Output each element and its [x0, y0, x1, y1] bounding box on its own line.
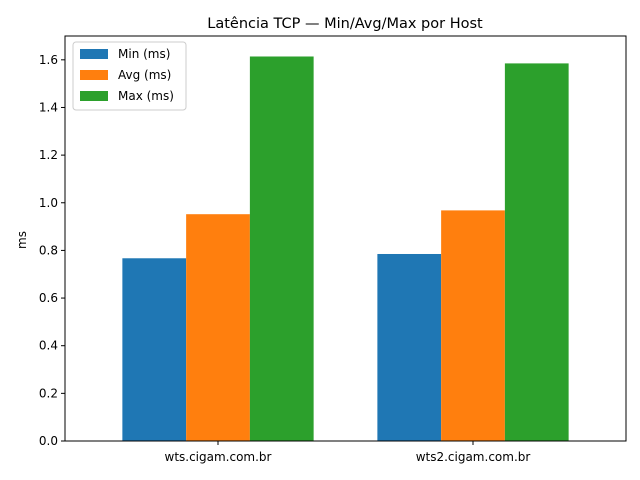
chart-title: Latência TCP — Min/Avg/Max por Host: [207, 16, 483, 32]
axes: 0.0 0.2 0.4 0.6 0.8 1.0 1.2 1.4 1.6 wts.cigam.com…: [39, 35, 627, 464]
legend-swatch: [80, 91, 108, 101]
y-tick-label: 1.0: [39, 196, 58, 210]
y-tick-label: 0.6: [39, 291, 58, 305]
bar: [186, 214, 250, 441]
y-tick-label: 0.8: [39, 243, 58, 257]
legend-label: Avg (ms): [118, 68, 171, 82]
y-tick-label: 0.4: [39, 339, 58, 353]
legend-swatch: [80, 49, 108, 59]
plot-frame: [64, 35, 627, 442]
x-tick-label: wts2.cigam.com.br: [416, 450, 531, 464]
bar: [504, 63, 569, 442]
y-tick-label: 1.6: [39, 53, 58, 67]
x-tick-label: wts.cigam.com.br: [165, 450, 272, 464]
y-axis-label: ms: [15, 231, 29, 249]
plot-area: [122, 56, 569, 442]
legend-label: Min (ms): [118, 47, 170, 61]
legend-swatch: [80, 70, 108, 80]
bar: [249, 56, 314, 442]
legend-label: Max (ms): [118, 89, 174, 103]
legend: Min (ms) Avg (ms) Max (ms): [72, 41, 187, 111]
bar: [377, 253, 442, 441]
bar: [122, 258, 187, 441]
y-tick-label: 1.2: [39, 148, 58, 162]
y-tick-label: 0.0: [39, 434, 58, 448]
bar: [441, 210, 505, 441]
y-tick-label: 1.4: [39, 100, 58, 114]
y-tick-label: 0.2: [39, 386, 58, 400]
